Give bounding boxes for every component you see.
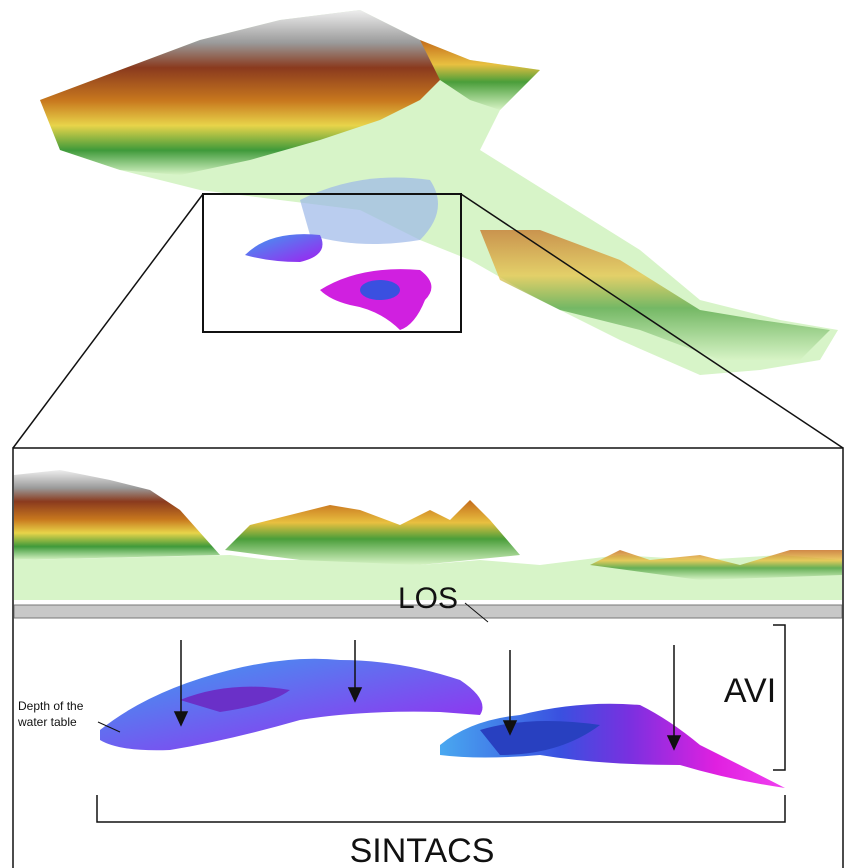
los-label: LOS [398, 582, 458, 615]
diagram: LOS AVI SINTACS Depth of the water table [0, 0, 844, 868]
plume-overview [245, 234, 323, 262]
avi-label: AVI [724, 672, 776, 710]
page: LOS AVI SINTACS Depth of the water table… [0, 0, 844, 868]
terrain-overview [40, 10, 838, 375]
depth-label: water table [17, 715, 77, 729]
connector-line [13, 194, 203, 448]
plume-overview [360, 280, 400, 300]
sintacs-label: SINTACS [350, 832, 495, 868]
depth-label: Depth of the [18, 699, 84, 713]
